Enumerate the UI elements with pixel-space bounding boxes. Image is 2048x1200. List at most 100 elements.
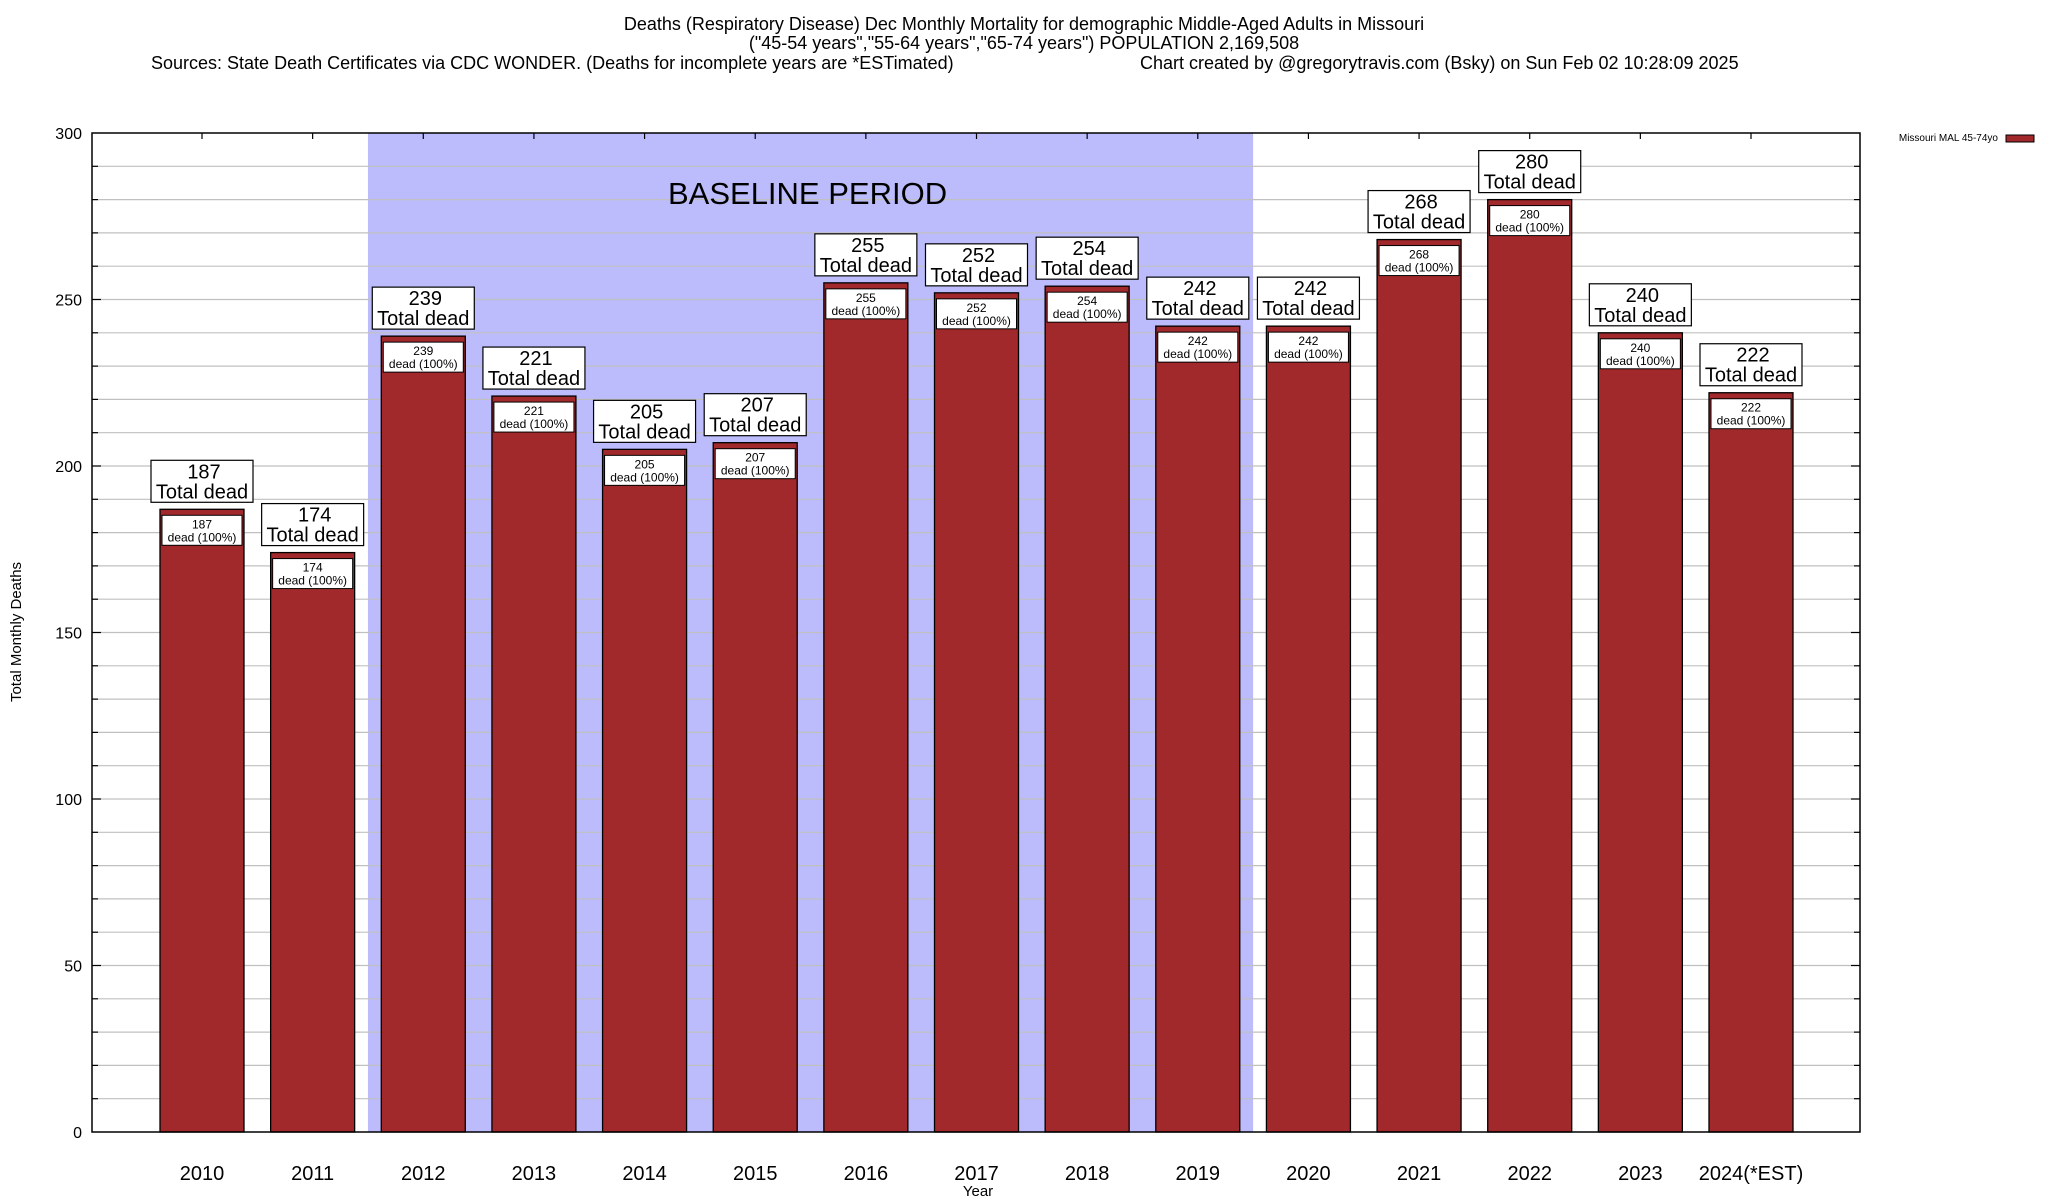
bar-inner-label-box: [604, 454, 686, 486]
x-tick-label: 2016: [844, 1163, 889, 1185]
legend-label: Missouri MAL 45-74yo: [1899, 133, 1999, 144]
bar-total-label-box: [924, 243, 1029, 287]
bar-total-suffix-label: Total dead: [1152, 298, 1244, 320]
bar-total-suffix-label: Total dead: [1705, 365, 1797, 387]
bar: [1044, 285, 1130, 1133]
bar-total-label-box: [261, 502, 365, 547]
bar-inner-percent-label: dead (100%): [1385, 261, 1454, 275]
bar: [933, 292, 1020, 1133]
y-tick-label: 150: [55, 626, 82, 643]
bar-total-label-box: [1478, 150, 1582, 194]
bar-inner-label-box: [825, 288, 907, 320]
bar-total-value-label: 254: [1072, 238, 1105, 260]
bar-inner-value-label: 174: [303, 561, 323, 575]
bar-total-label-box: [371, 286, 475, 330]
bar-total-label-box: [150, 459, 254, 503]
x-tick-label: 2018: [1065, 1163, 1110, 1185]
bar: [269, 551, 356, 1133]
bar-total-value-label: 255: [851, 235, 884, 257]
bar-inner-label-box: [1267, 331, 1349, 363]
chart-title: Deaths (Respiratory Disease) Dec Monthly…: [623, 14, 1425, 34]
bar-total-value-label: 242: [1294, 278, 1327, 300]
y-tick-label: 50: [64, 959, 82, 976]
bar: [1376, 238, 1462, 1133]
bar-total-label-box: [1367, 189, 1471, 234]
bar-inner-value-label: 240: [1630, 341, 1650, 355]
bar-inner-label-box: [1599, 338, 1681, 370]
bar: [601, 448, 688, 1133]
x-tick-label: 2021: [1397, 1163, 1442, 1185]
x-tick-label: 2024(*EST): [1699, 1163, 1804, 1185]
bar-total-suffix-label: Total dead: [1041, 258, 1133, 280]
plot-border: [91, 132, 1861, 1133]
bar: [380, 335, 466, 1133]
x-tick-label: 2014: [622, 1163, 667, 1185]
x-tick-label: 2013: [512, 1163, 557, 1185]
bar-total-suffix-label: Total dead: [709, 415, 801, 437]
bar-inner-label-box: [1489, 205, 1571, 237]
bar-total-suffix-label: Total dead: [930, 265, 1022, 287]
x-tick-label: 2020: [1286, 1163, 1331, 1185]
bar-inner-value-label: 207: [745, 451, 765, 465]
bar-total-label-box: [482, 346, 586, 390]
bar-inner-label-box: [272, 558, 354, 590]
bar-total-label-box: [1035, 236, 1139, 280]
x-tick-label: 2019: [1176, 1163, 1221, 1185]
bar-inner-percent-label: dead (100%): [1717, 414, 1786, 428]
bar-inner-label-box: [1710, 398, 1792, 430]
bar-total-value-label: 205: [630, 401, 663, 423]
x-tick-label: 2011: [291, 1163, 334, 1185]
bar-inner-percent-label: dead (100%): [168, 530, 237, 544]
bar: [1265, 325, 1352, 1133]
bar-total-suffix-label: Total dead: [488, 368, 580, 390]
chart-sources: Sources: State Death Certificates via CD…: [151, 53, 954, 73]
bar-total-suffix-label: Total dead: [1484, 172, 1576, 194]
bar-total-value-label: 242: [1183, 278, 1216, 300]
bar-inner-value-label: 242: [1188, 334, 1208, 348]
bar-total-value-label: 239: [409, 288, 442, 310]
bar-inner-label-box: [493, 401, 575, 433]
bar-inner-label-box: [1378, 245, 1460, 277]
y-axis-label: Total Monthly Deaths: [8, 562, 25, 702]
bar-inner-value-label: 221: [524, 404, 544, 418]
bar-inner-value-label: 187: [192, 517, 212, 531]
bar: [159, 508, 245, 1133]
bar: [823, 282, 909, 1133]
bar-total-suffix-label: Total dead: [1594, 305, 1686, 327]
chart-subtitle: ("45-54 years","55-64 years","65-74 year…: [748, 33, 1300, 53]
x-tick-label: 2022: [1507, 1163, 1552, 1185]
bar-inner-value-label: 254: [1077, 294, 1097, 308]
bar-total-suffix-label: Total dead: [266, 525, 358, 547]
bar-total-label-box: [1256, 276, 1361, 320]
bar-inner-percent-label: dead (100%): [610, 470, 679, 484]
bar-inner-percent-label: dead (100%): [278, 574, 347, 588]
x-tick-label: 2015: [733, 1163, 778, 1185]
bar-inner-value-label: 280: [1520, 208, 1540, 222]
bar-total-value-label: 174: [298, 505, 331, 527]
bar-inner-percent-label: dead (100%): [1495, 221, 1564, 235]
bar-total-suffix-label: Total dead: [820, 255, 912, 277]
bar-total-value-label: 187: [187, 461, 220, 483]
legend-swatch: [2005, 134, 2035, 143]
bar-inner-value-label: 239: [413, 344, 433, 358]
bar-inner-percent-label: dead (100%): [1274, 347, 1343, 361]
bar-total-suffix-label: Total dead: [377, 308, 469, 330]
bar-inner-value-label: 205: [635, 457, 655, 471]
bar-total-value-label: 222: [1736, 345, 1769, 367]
bar-total-label-box: [814, 233, 918, 277]
y-tick-label: 200: [55, 459, 82, 476]
bar: [1487, 198, 1573, 1133]
bar-total-suffix-label: Total dead: [1262, 298, 1354, 320]
bar-inner-percent-label: dead (100%): [389, 357, 458, 371]
bar-total-value-label: 240: [1626, 285, 1659, 307]
bar-inner-value-label: 268: [1409, 248, 1429, 262]
bar-total-suffix-label: Total dead: [598, 421, 690, 443]
bar-inner-label-box: [714, 448, 796, 480]
bar: [1597, 332, 1684, 1133]
bar-total-suffix-label: Total dead: [1373, 212, 1465, 234]
bar-total-label-box: [1588, 283, 1692, 327]
bar-inner-label-box: [382, 341, 464, 373]
bar-total-label-box: [1146, 276, 1250, 320]
bar-total-label-box: [592, 399, 697, 443]
bar-inner-value-label: 222: [1741, 401, 1761, 415]
